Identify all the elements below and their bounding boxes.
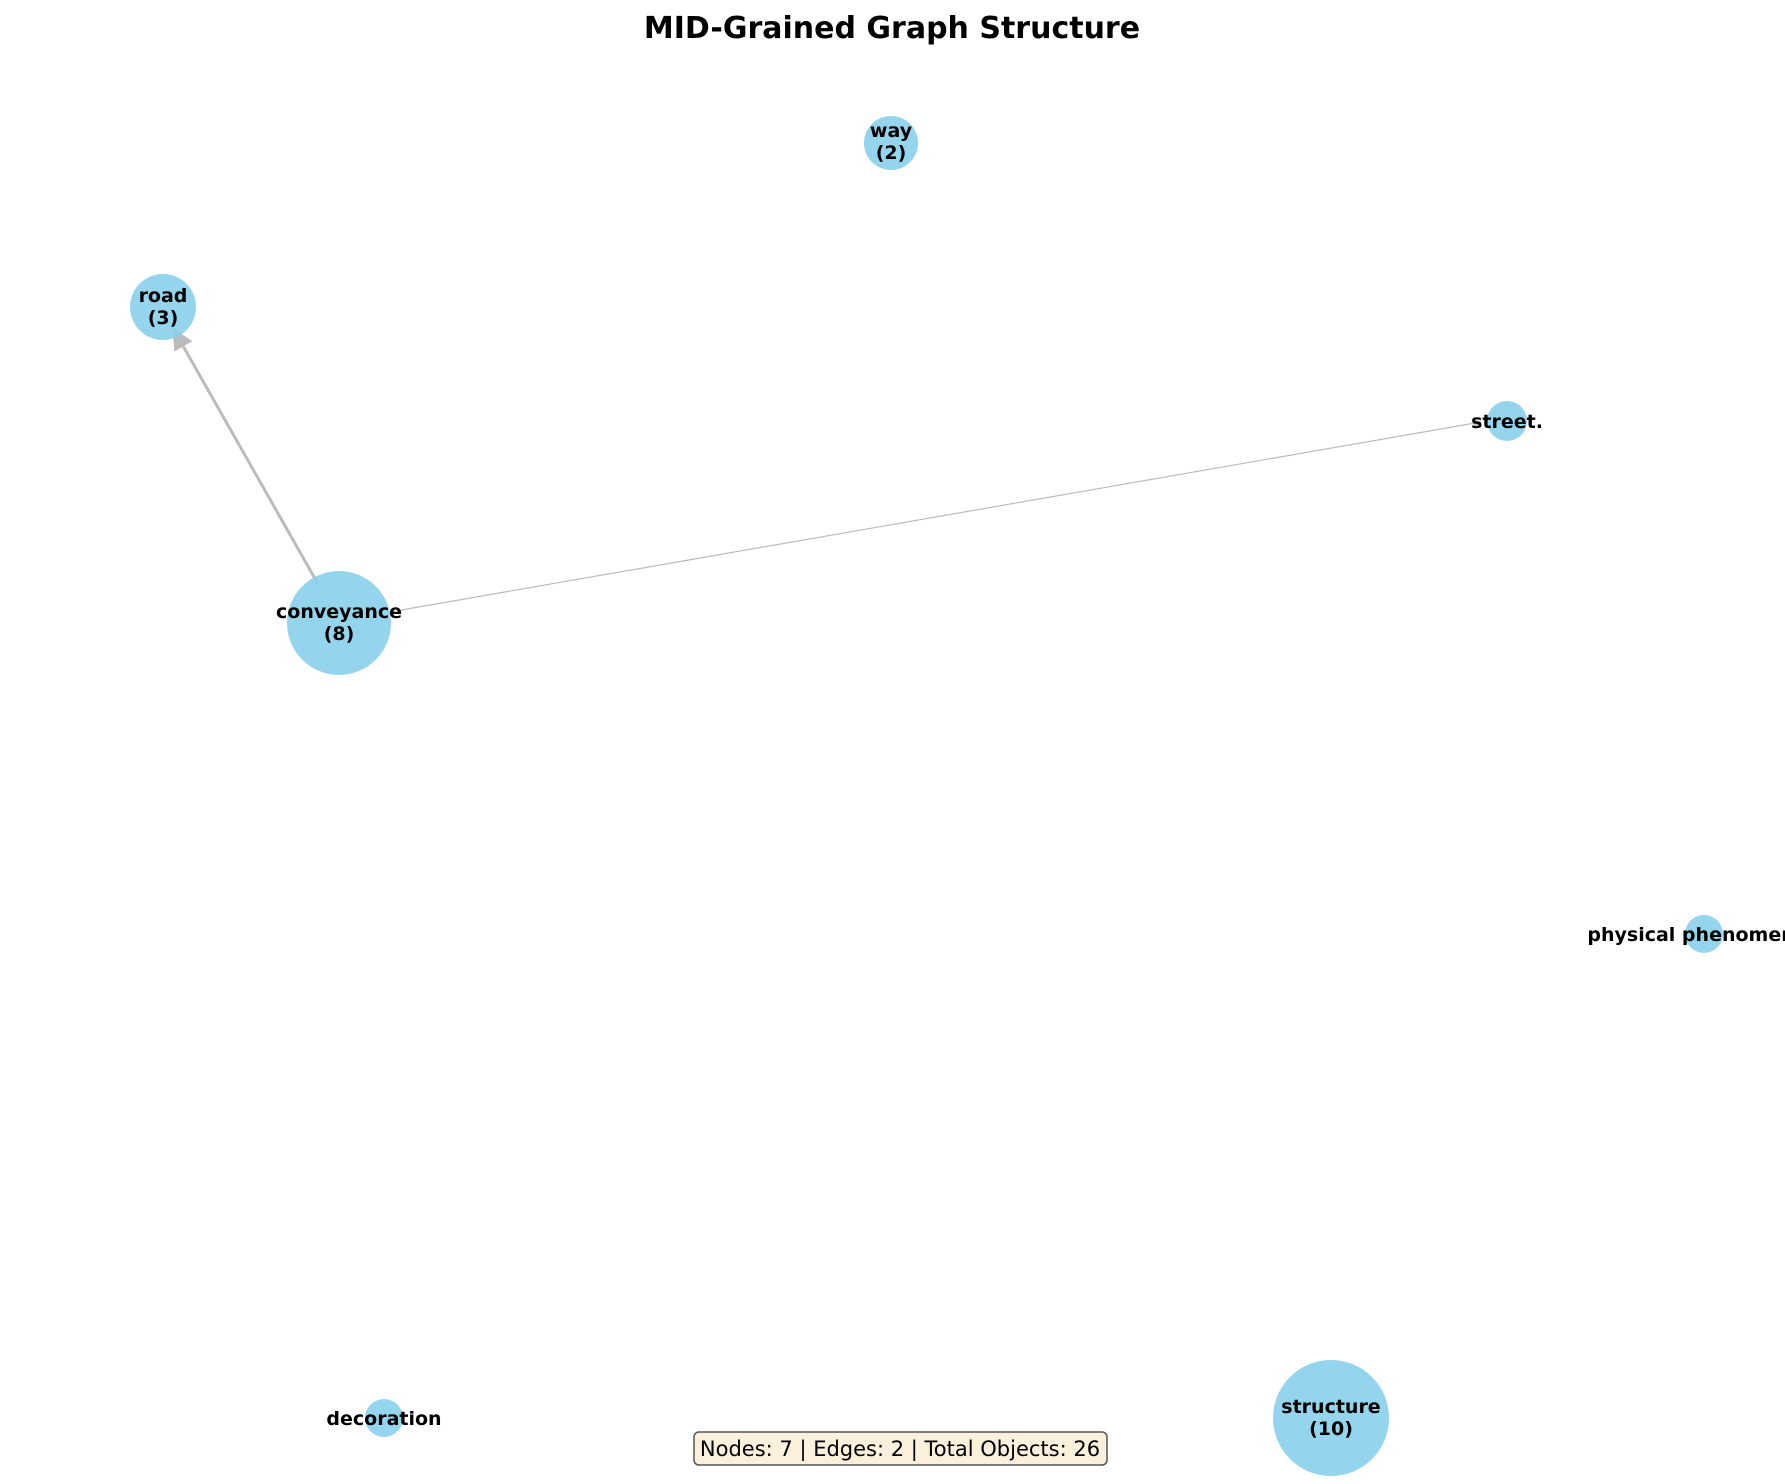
- node-physical-phenomenon-circle: [1685, 915, 1723, 953]
- node-decoration-circle: [365, 1399, 403, 1437]
- node-conveyance-count: (8): [324, 623, 355, 645]
- node-way[interactable]: way (2): [864, 116, 918, 170]
- edge-conveyance-road: [172, 328, 320, 585]
- node-road-count: (3): [148, 307, 179, 329]
- node-street-name: street.: [1471, 411, 1543, 433]
- node-structure[interactable]: structure (10): [1273, 1360, 1389, 1476]
- node-road-circle: [130, 274, 196, 340]
- node-structure-circle: [1273, 1360, 1389, 1476]
- node-conveyance-circle: [287, 571, 391, 675]
- edge-conveyance-street: [389, 419, 1482, 613]
- node-way-count: (2): [876, 142, 907, 164]
- node-decoration-name: decoration: [326, 1408, 441, 1430]
- stats-box-background: [693, 1431, 1108, 1466]
- node-conveyance[interactable]: conveyance (8): [276, 571, 402, 675]
- node-physical-phenomenon[interactable]: physical phenomer: [1587, 915, 1785, 953]
- node-structure-count: (10): [1309, 1418, 1353, 1440]
- node-conveyance-name: conveyance: [276, 601, 402, 623]
- node-structure-name: structure: [1281, 1396, 1380, 1418]
- node-road[interactable]: road (3): [130, 274, 196, 340]
- graph-title: MID-Grained Graph Structure: [644, 11, 1140, 46]
- edges-group: [172, 328, 1482, 613]
- stats-text: Nodes: 7 | Edges: 2 | Total Objects: 26: [700, 1437, 1100, 1462]
- nodes-group: way (2) road (3) street. conveyance (8) …: [130, 116, 1785, 1476]
- node-physical-phenomenon-name: physical phenomer: [1587, 924, 1785, 946]
- node-street[interactable]: street.: [1471, 401, 1543, 441]
- node-road-name: road: [139, 285, 188, 307]
- node-way-name: way: [870, 120, 913, 142]
- node-street-circle: [1487, 401, 1527, 441]
- node-decoration[interactable]: decoration: [326, 1399, 442, 1437]
- stats-box: Nodes: 7 | Edges: 2 | Total Objects: 26: [693, 1431, 1108, 1466]
- node-way-circle: [864, 116, 918, 170]
